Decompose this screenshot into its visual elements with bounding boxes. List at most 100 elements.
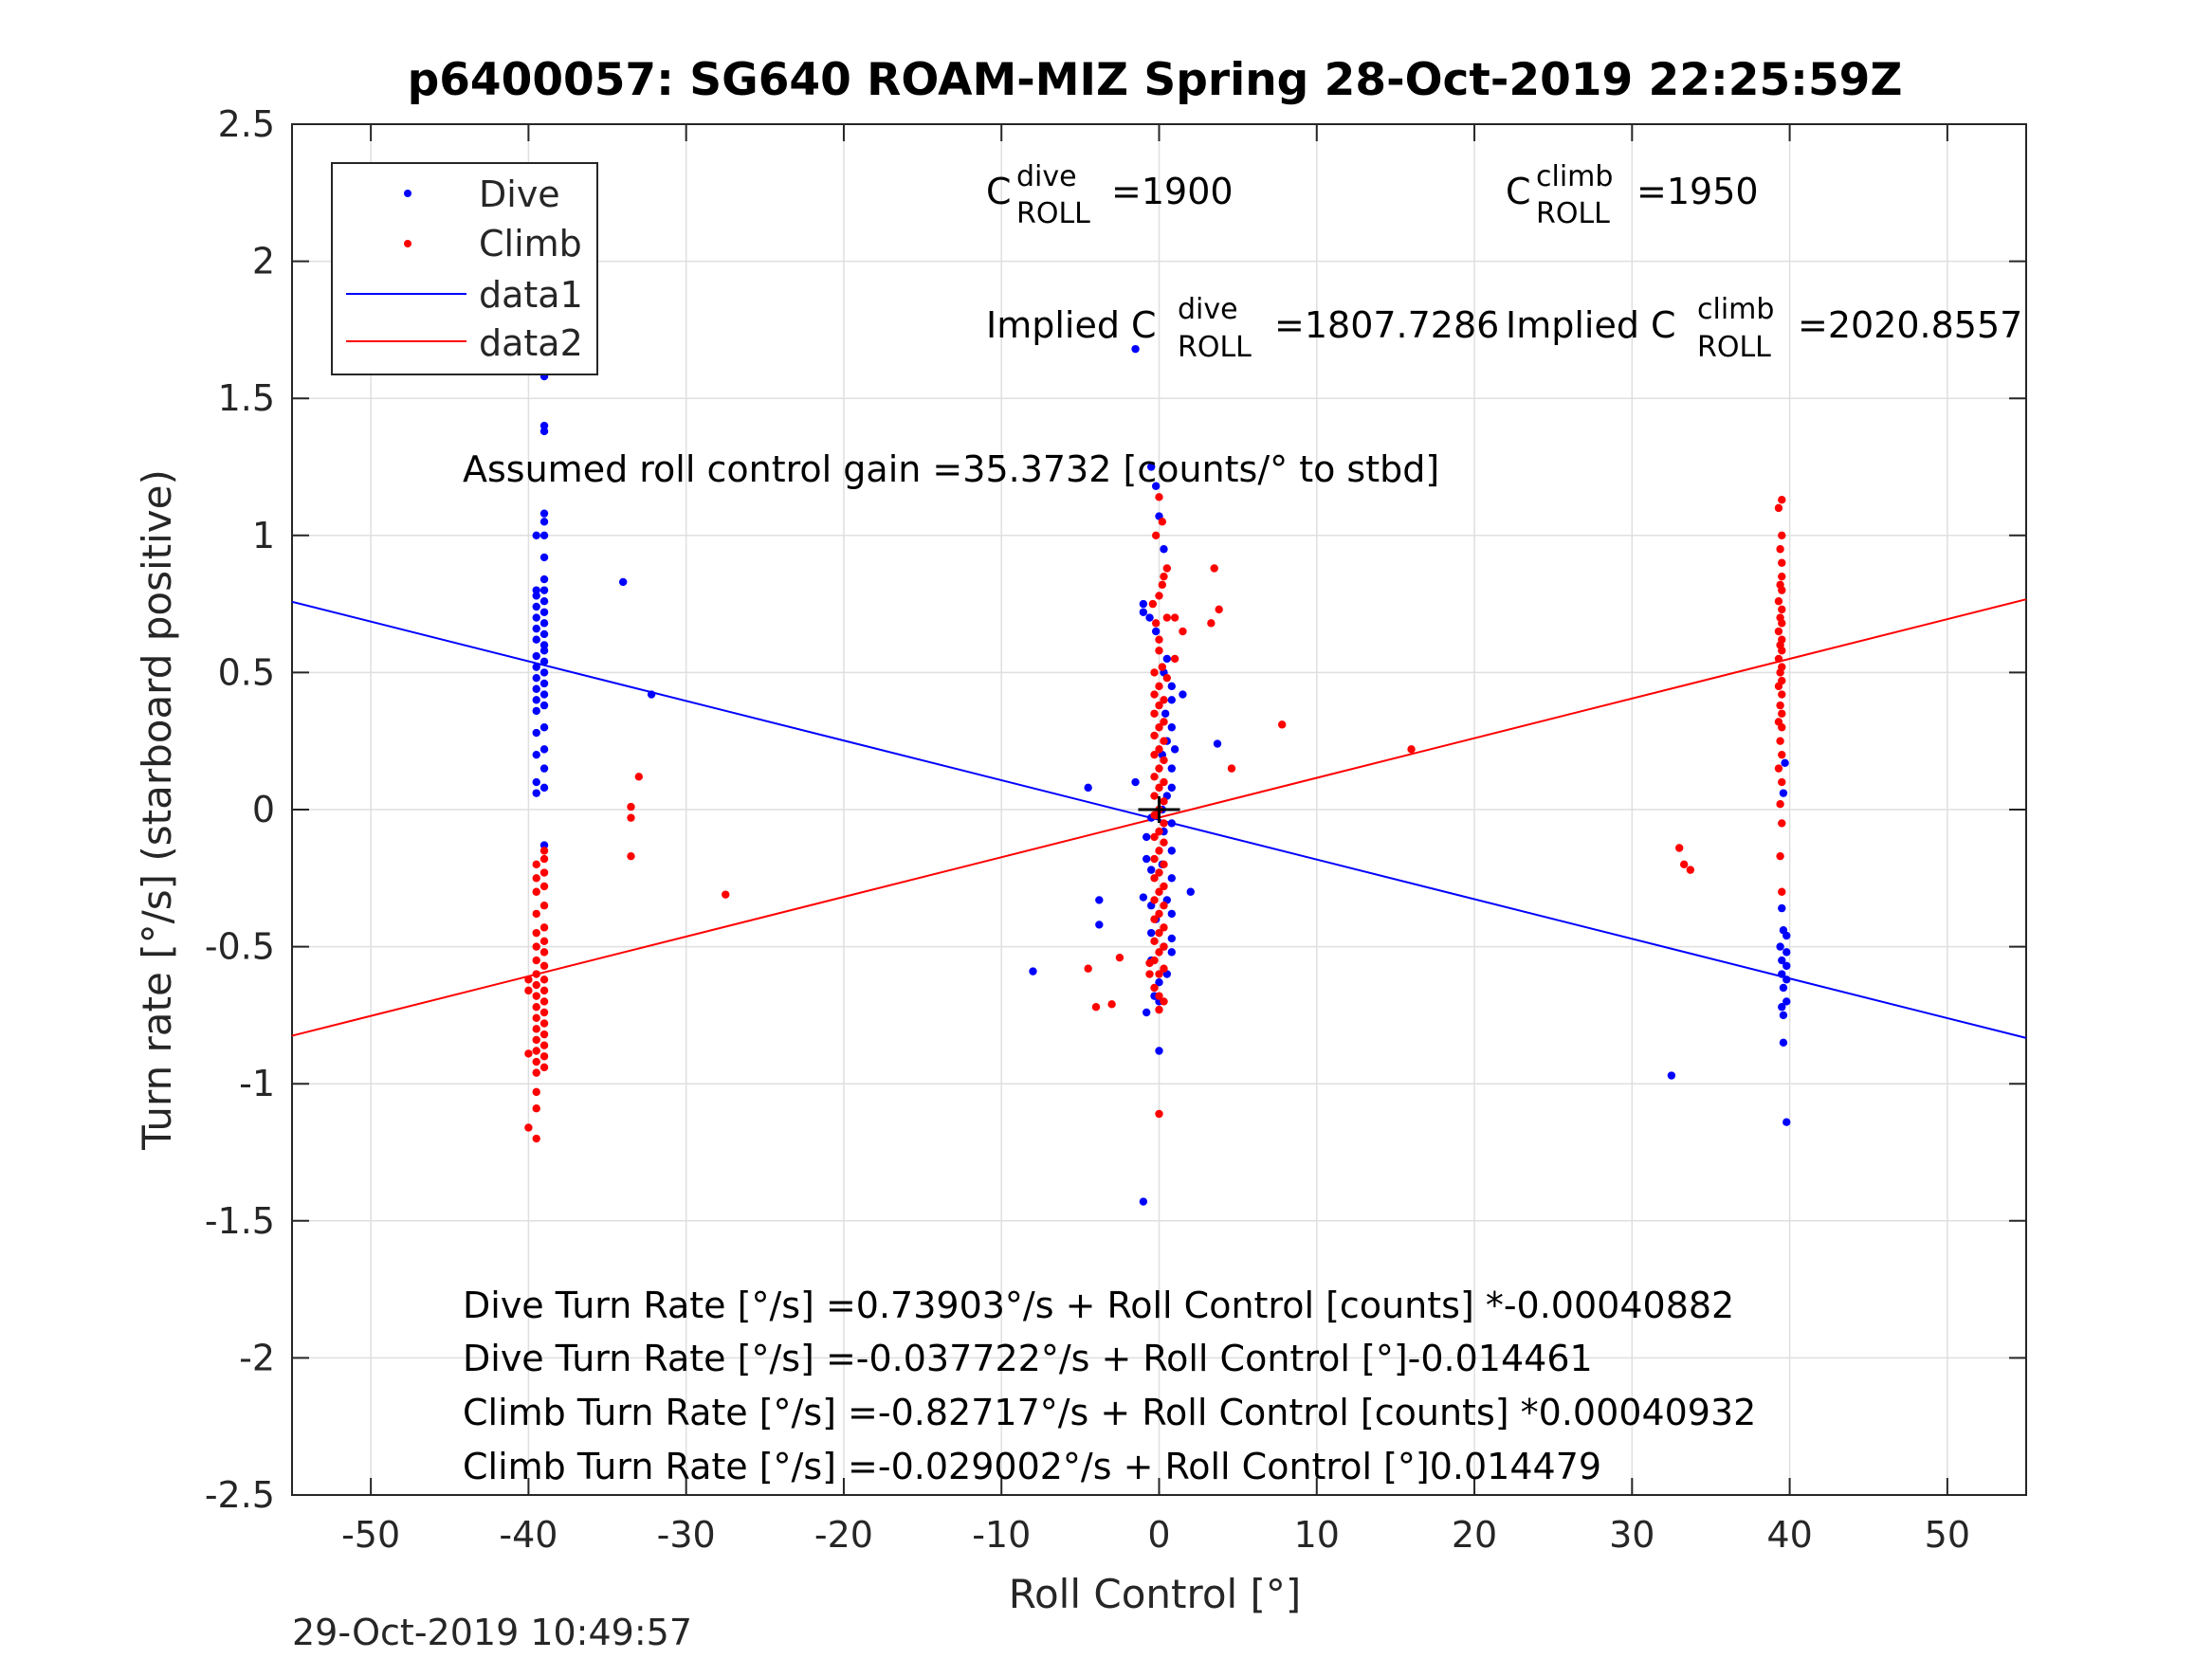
climb-point (1774, 503, 1783, 513)
climb-point (1150, 750, 1159, 759)
x-tick-label: 20 (1452, 1514, 1497, 1556)
dive-point (1782, 975, 1791, 984)
climb-point (1778, 586, 1786, 594)
chart-title: p6400057: SG640 ROAM-MIZ Spring 28-Oct-2… (408, 54, 1903, 106)
fit-equation-climb-counts: Climb Turn Rate [°/s] =-0.82717°/s + Rol… (463, 1392, 1756, 1433)
implied-dive-val: =1807.7286 (1274, 304, 1499, 346)
legend-label-data2: data2 (479, 322, 583, 364)
dive-point (539, 531, 549, 539)
climb-point (1158, 518, 1167, 526)
annotation-gain: Assumed roll control gain =35.3732 [coun… (463, 448, 1439, 490)
climb-point (532, 1035, 540, 1045)
implied-dive-sup: dive (1178, 293, 1238, 326)
climb-point (1776, 800, 1784, 809)
x-tick-label: -50 (341, 1514, 400, 1556)
climb-point (1778, 887, 1786, 896)
dive-point (1029, 967, 1037, 975)
dive-point (1186, 887, 1195, 896)
climb-point (1158, 663, 1167, 671)
y-tick-label: -2.5 (205, 1474, 275, 1516)
climb-point (1778, 723, 1786, 732)
climb-point (1155, 970, 1163, 978)
dive-point (539, 574, 549, 584)
climb-point (1155, 493, 1163, 501)
dive-point (1161, 709, 1170, 718)
dive-point (532, 663, 540, 671)
climb-point (1150, 773, 1159, 781)
climb-point (1277, 720, 1287, 729)
climb-point (1150, 792, 1159, 800)
climb-point (1215, 605, 1223, 614)
climb-point (1084, 964, 1092, 973)
dive-point (1167, 783, 1177, 793)
dive-point (539, 509, 549, 518)
dive-point (1145, 613, 1154, 622)
dive-point (1179, 690, 1187, 699)
dive-point (539, 586, 549, 594)
dive-point (539, 764, 549, 773)
climb-point (1155, 887, 1163, 896)
climb-point (1155, 909, 1163, 919)
x-axis-label: Roll Control [°] (1009, 1571, 1302, 1617)
climb-point (1778, 496, 1786, 504)
climb-point (1778, 690, 1786, 699)
dive-point (539, 608, 549, 616)
fit-equations: Dive Turn Rate [°/s] =0.73903°/s + Roll … (463, 1285, 1756, 1487)
dive-point (539, 783, 549, 793)
legend: Dive Climb data1 data2 (331, 162, 598, 375)
x-tick-labels: -50 -40 -30 -20 -10 0 10 20 30 40 50 (341, 1514, 1970, 1556)
climb-point (539, 902, 549, 910)
climb-point (1160, 838, 1168, 847)
climb-point (532, 909, 540, 919)
dive-point (1779, 789, 1788, 797)
climb-point (1155, 847, 1163, 855)
climb-point (1155, 647, 1163, 655)
climb-point (1151, 531, 1161, 539)
dive-point (1167, 764, 1177, 773)
dive-point (532, 789, 540, 797)
dive-point (1095, 896, 1104, 904)
y-tick-label: -2 (239, 1337, 275, 1378)
dive-point (1160, 545, 1168, 554)
x-tick-label: 50 (1925, 1514, 1970, 1556)
climb-point (1774, 764, 1783, 773)
climb-point (1158, 580, 1167, 590)
climb-point (627, 813, 635, 822)
dive-point (1167, 682, 1177, 691)
legend-box (331, 162, 598, 375)
climb-point (1160, 756, 1168, 765)
y-tick-label: -1.5 (205, 1200, 275, 1242)
annotation-c-roll-climb: C climb ROLL =1950 (1506, 160, 1759, 230)
dive-point (532, 696, 540, 704)
c-roll-climb-base: C (1506, 171, 1531, 212)
climb-point (1162, 564, 1172, 573)
x-tick-label: 40 (1766, 1514, 1812, 1556)
y-tick-label: 0.5 (218, 651, 275, 693)
dive-point (1782, 931, 1791, 940)
climb-point (1776, 545, 1784, 554)
x-tick-label: -20 (814, 1514, 873, 1556)
dive-point (1782, 1118, 1791, 1126)
climb-point (524, 975, 533, 984)
climb-point (1155, 745, 1163, 754)
c-roll-dive-sup: dive (1016, 160, 1077, 193)
dive-point (1167, 847, 1177, 855)
implied-climb-val: =2020.8557 (1798, 304, 2022, 346)
climb-point (1155, 635, 1163, 644)
climb-point (532, 928, 540, 938)
dive-point (1139, 608, 1148, 616)
climb-point (1160, 997, 1168, 1006)
climb-point (1160, 882, 1168, 891)
dive-point (532, 586, 540, 594)
climb-point (1155, 928, 1163, 938)
climb-point (1155, 682, 1163, 691)
legend-label-dive: Dive (479, 173, 560, 215)
dive-point (1167, 934, 1177, 943)
implied-climb-base: Implied C (1506, 304, 1676, 346)
dive-point (539, 518, 549, 526)
implied-dive-sub: ROLL (1178, 331, 1252, 364)
climb-point (1150, 854, 1159, 864)
climb-point (1150, 915, 1159, 923)
dive-point (1667, 1071, 1676, 1080)
